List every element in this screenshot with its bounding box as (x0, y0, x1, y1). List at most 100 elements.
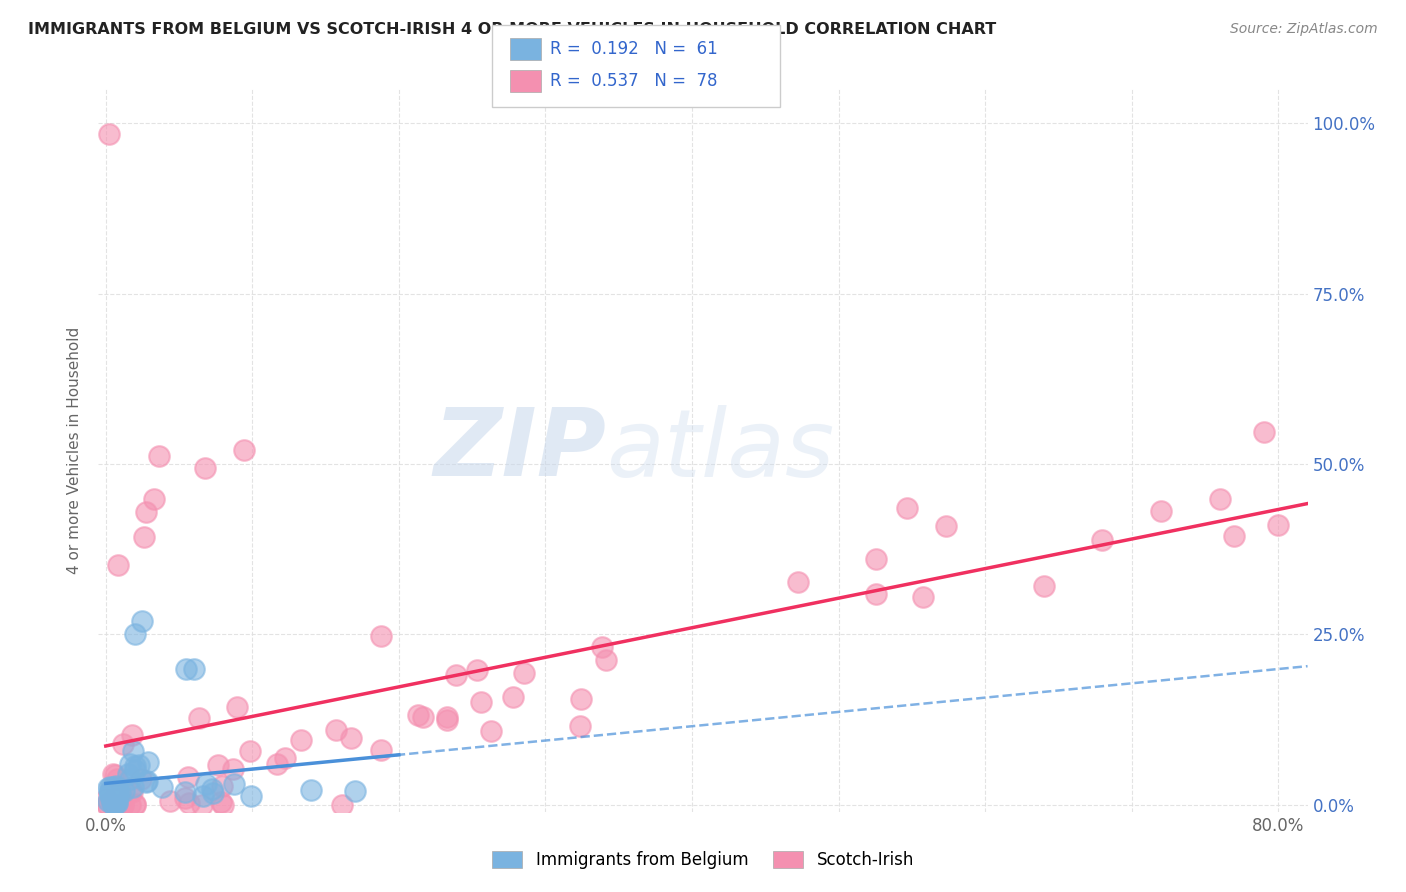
Point (225, 700, 247, 714)
Point (97, 794, 120, 808)
Point (201, 786, 224, 800)
Point (105, 772, 128, 786)
Point (1032, 579, 1054, 593)
Legend: Immigrants from Belgium, Scotch-Irish: Immigrants from Belgium, Scotch-Irish (485, 844, 921, 876)
Point (124, 797, 146, 812)
Point (150, 780, 173, 794)
Point (330, 797, 353, 812)
Point (1223, 529, 1246, 543)
Point (121, 728, 143, 742)
Point (101, 783, 124, 797)
Point (406, 708, 429, 723)
Point (111, 797, 134, 812)
Point (266, 756, 288, 771)
Point (101, 797, 124, 811)
Point (98, 784, 121, 798)
Point (571, 692, 593, 706)
Point (101, 793, 124, 807)
Point (1091, 533, 1114, 547)
Point (98, 780, 121, 794)
Point (142, 491, 165, 506)
Point (103, 797, 125, 812)
Point (786, 574, 808, 589)
Point (159, 794, 181, 808)
Point (100, 789, 122, 804)
Point (101, 786, 124, 800)
Point (128, 758, 150, 772)
Point (239, 789, 262, 804)
Point (134, 529, 156, 543)
Point (212, 797, 235, 812)
Point (865, 587, 887, 601)
Point (148, 450, 170, 464)
Point (239, 744, 262, 758)
Point (131, 614, 153, 628)
Point (121, 780, 143, 794)
Point (105, 795, 128, 809)
Point (121, 785, 143, 799)
Point (96, 797, 118, 812)
Point (436, 714, 458, 728)
Point (465, 663, 488, 677)
Point (97, 127, 120, 141)
Point (124, 797, 146, 812)
Point (96, 797, 118, 811)
Y-axis label: 4 or more Vehicles in Household: 4 or more Vehicles in Household (67, 326, 83, 574)
Point (370, 743, 392, 757)
Point (104, 795, 127, 809)
Point (502, 690, 524, 704)
Point (94, 792, 117, 806)
Point (103, 780, 125, 794)
Point (103, 792, 125, 806)
Point (207, 758, 229, 772)
Point (290, 733, 312, 747)
Point (107, 787, 129, 801)
Point (173, 784, 195, 798)
Point (176, 662, 198, 676)
Point (896, 501, 918, 516)
Point (104, 786, 127, 800)
Point (129, 772, 152, 786)
Point (101, 789, 124, 804)
Point (105, 785, 128, 799)
Point (101, 784, 124, 798)
Point (479, 724, 502, 739)
Point (101, 767, 124, 781)
Point (343, 784, 366, 798)
Point (105, 797, 128, 812)
Point (194, 461, 217, 475)
Point (412, 710, 434, 724)
Point (97, 780, 120, 795)
Point (112, 784, 135, 798)
Point (112, 737, 135, 751)
Point (232, 443, 254, 458)
Point (191, 789, 214, 803)
Point (105, 783, 128, 797)
Point (1150, 503, 1173, 517)
Text: R =  0.192   N =  61: R = 0.192 N = 61 (550, 40, 717, 58)
Point (118, 757, 141, 772)
Point (274, 751, 297, 765)
Point (100, 791, 122, 805)
Point (912, 590, 935, 604)
Point (124, 627, 146, 641)
Point (1267, 517, 1289, 532)
Point (98, 787, 121, 801)
Point (177, 797, 200, 811)
Point (104, 768, 127, 782)
Point (135, 505, 157, 519)
Point (1208, 491, 1230, 506)
Point (191, 797, 214, 812)
Point (446, 668, 468, 682)
Point (105, 796, 128, 810)
Point (111, 797, 134, 812)
Point (224, 777, 246, 791)
Point (98, 785, 121, 799)
Point (105, 791, 128, 805)
Point (103, 791, 125, 805)
Point (103, 784, 125, 798)
Point (222, 762, 245, 776)
Point (101, 797, 124, 812)
Point (188, 711, 211, 725)
Point (299, 783, 322, 797)
